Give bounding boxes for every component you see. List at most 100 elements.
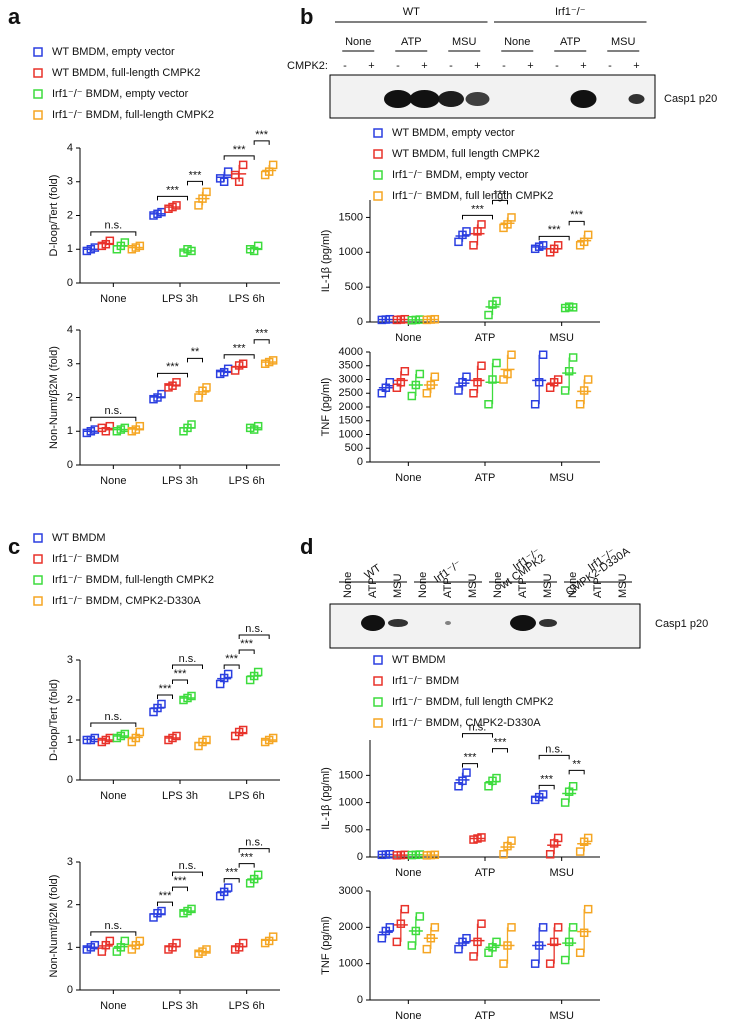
- data-point: [473, 378, 482, 387]
- y-tick-label: 2: [67, 391, 73, 403]
- legend-marker: [33, 575, 43, 585]
- panel-label: a: [8, 4, 21, 29]
- significance-bracket: [538, 754, 570, 760]
- legend-label: Irf1⁻/⁻ BMDM, empty vector: [392, 169, 529, 181]
- data-point: [198, 947, 207, 956]
- band: [438, 91, 464, 107]
- x-tick-label: LPS 3h: [162, 1000, 198, 1012]
- data-point: [583, 230, 593, 240]
- y-axis-label: D-loop/Tert (fold): [48, 175, 60, 257]
- row-value: +: [421, 60, 427, 72]
- significance-label: n.s.: [469, 722, 487, 734]
- data-point: [492, 358, 501, 368]
- significance-bracket: [462, 733, 493, 738]
- y-axis-label: D-loop/Tert (fold): [48, 679, 60, 761]
- data-point: [430, 923, 440, 932]
- x-tick-label: None: [100, 1000, 126, 1012]
- legend-marker: [373, 718, 383, 728]
- data-point: [488, 943, 497, 952]
- significance-bracket: [462, 214, 493, 220]
- significance-bracket: [568, 220, 585, 226]
- data-point: [198, 737, 207, 747]
- y-tick-label: 1000: [339, 958, 363, 970]
- data-point: [426, 315, 436, 324]
- lane-label: MSU: [617, 574, 629, 599]
- data-point: [168, 733, 177, 743]
- band: [361, 615, 385, 631]
- y-axis-label: TNF (pg/ml): [320, 378, 332, 437]
- legend-label: Irf1⁻/⁻ BMDM, full-length CMPK2: [52, 109, 214, 121]
- row-value: +: [474, 60, 480, 72]
- data-point: [469, 241, 478, 250]
- y-tick-label: 1: [67, 941, 73, 953]
- y-tick-label: 2000: [339, 921, 363, 933]
- significance-label: ***: [174, 875, 188, 887]
- data-point: [381, 850, 391, 859]
- data-point: [583, 375, 593, 384]
- data-point: [503, 841, 512, 851]
- significance-label: ***: [494, 737, 508, 749]
- y-tick-label: 1: [67, 243, 73, 255]
- significance-label: ***: [233, 144, 247, 156]
- lane-label: ATP: [592, 577, 604, 598]
- data-point: [249, 246, 259, 256]
- significance-label: **: [572, 758, 581, 770]
- data-point: [396, 850, 406, 860]
- significance-label: ***: [240, 638, 254, 650]
- data-point: [381, 315, 391, 324]
- legend-label: Irf1⁻/⁻ BMDM, full length CMPK2: [392, 696, 553, 708]
- significance-bracket: [157, 901, 173, 907]
- data-point: [426, 380, 436, 390]
- data-point: [411, 850, 421, 860]
- row-value: -: [396, 60, 400, 72]
- data-point: [564, 367, 574, 376]
- panel-label: b: [300, 4, 313, 29]
- data-point: [219, 673, 229, 683]
- y-tick-label: 3000: [339, 885, 363, 897]
- significance-bracket: [253, 339, 270, 344]
- data-point: [507, 350, 516, 359]
- y-tick-label: 3: [67, 654, 73, 666]
- legend-label: WT BMDM: [392, 654, 446, 666]
- significance-bracket: [462, 763, 478, 768]
- significance-label: ***: [494, 188, 508, 200]
- data-point: [426, 933, 436, 943]
- legend-marker: [33, 68, 43, 78]
- data-point: [560, 955, 570, 965]
- data-point: [101, 940, 111, 950]
- significance-bracket: [172, 679, 188, 684]
- data-point: [396, 378, 406, 387]
- data-point: [426, 850, 436, 860]
- data-point: [219, 367, 229, 377]
- significance-label: ***: [540, 773, 554, 785]
- lane-label: None: [342, 572, 354, 598]
- y-tick-label: 1500: [339, 415, 363, 427]
- y-axis-label: Non-Numt/β2M (fold): [48, 875, 60, 978]
- data-point: [219, 177, 229, 186]
- row-value: -: [343, 60, 347, 72]
- data-point: [234, 361, 244, 370]
- data-point: [153, 703, 162, 713]
- data-point: [268, 160, 278, 170]
- data-point: [131, 733, 141, 743]
- band: [388, 619, 408, 627]
- data-point: [411, 926, 421, 936]
- significance-label: ***: [570, 209, 584, 221]
- significance-label: ***: [255, 328, 269, 340]
- lane-label: None: [345, 36, 371, 48]
- data-point: [381, 383, 391, 392]
- data-point: [230, 170, 240, 180]
- significance-bracket: [538, 784, 555, 790]
- data-point: [116, 731, 126, 741]
- y-axis-label: IL-1β (pg/ml): [320, 230, 332, 293]
- significance-bracket: [90, 722, 137, 727]
- row-value: -: [608, 60, 612, 72]
- x-tick-label: ATP: [475, 472, 496, 484]
- significance-label: ***: [166, 361, 180, 373]
- data-point: [503, 369, 512, 379]
- significance-label: n.s.: [179, 653, 197, 665]
- data-point: [198, 386, 207, 395]
- data-point: [238, 160, 248, 170]
- significance-label: ***: [548, 224, 562, 236]
- data-point: [249, 425, 259, 434]
